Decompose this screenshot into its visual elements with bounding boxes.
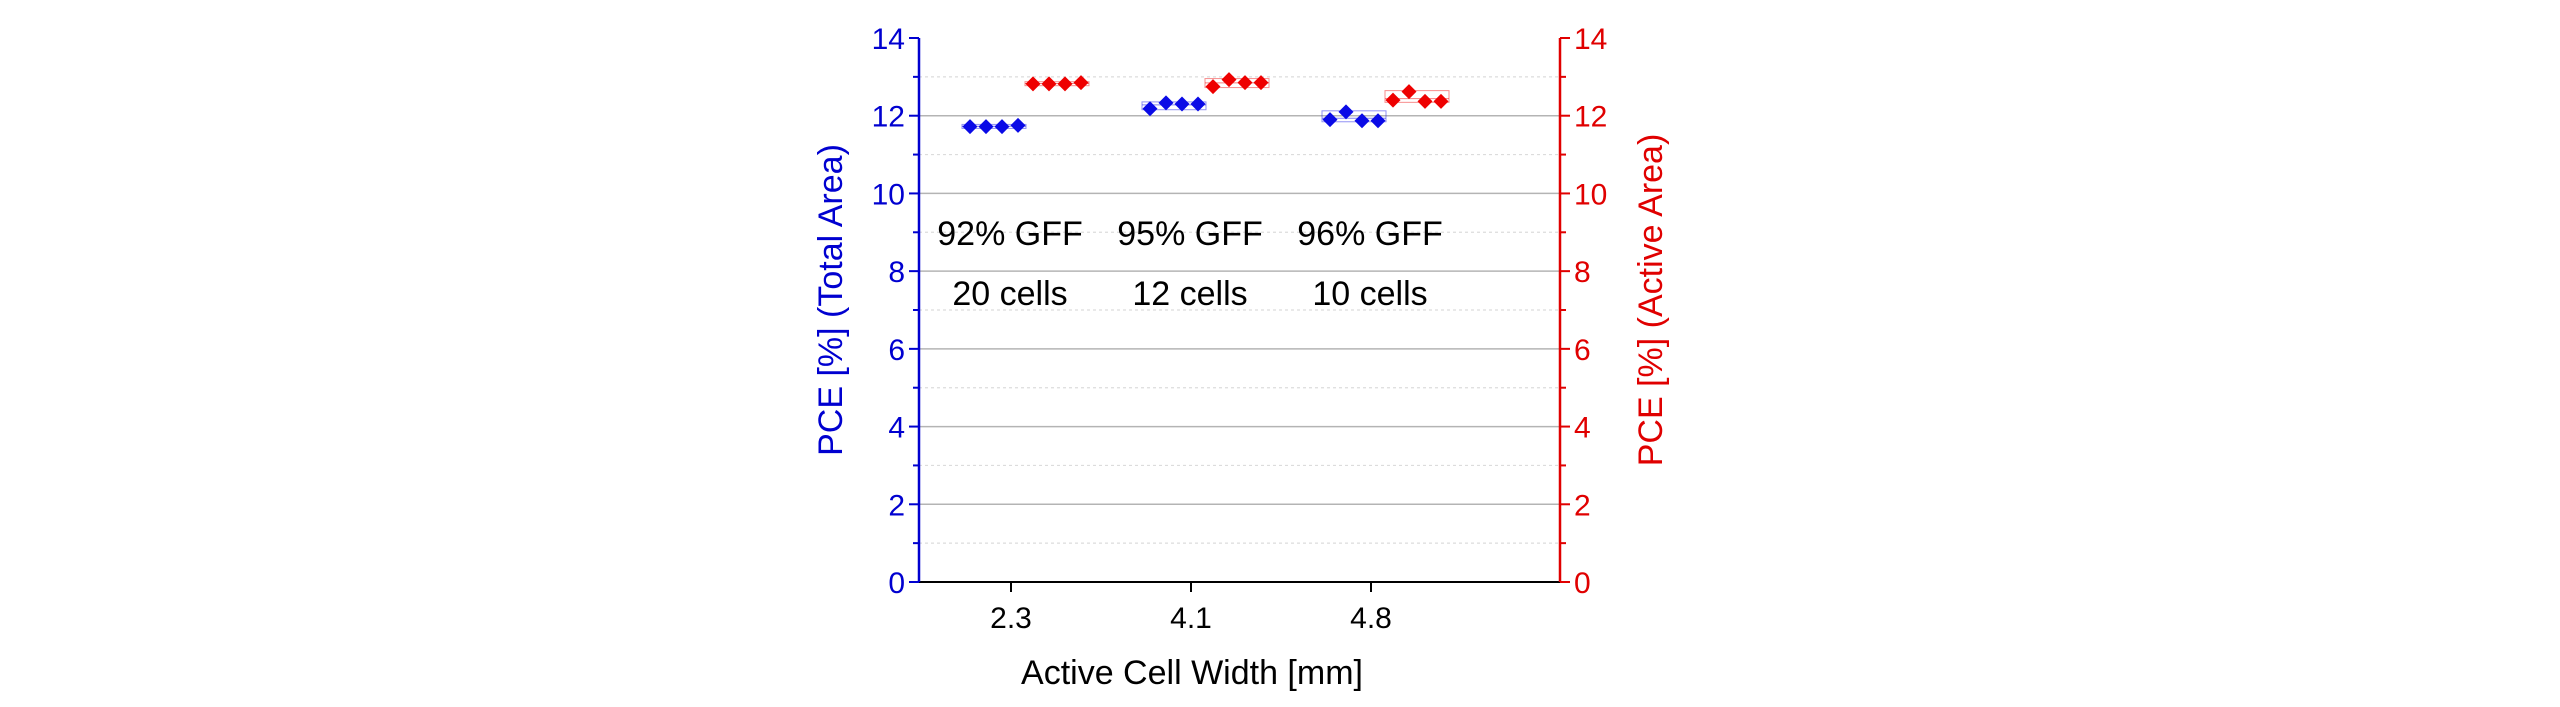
data-point-active-area xyxy=(1237,75,1253,91)
y-axis-left-title: PCE [%] (Total Area) xyxy=(812,144,850,456)
data-point-total-area xyxy=(978,119,994,135)
data-point-active-area xyxy=(1025,76,1041,92)
data-point-active-area xyxy=(1401,84,1417,100)
axes: 0 2 4 6 8 10 12 14 0 2 4 6 8 10 12 14 2.3 4.1 4.8 xyxy=(872,23,1608,635)
y-axis-right-title: PCE [%] (Active Area) xyxy=(1632,134,1670,467)
data-point-active-area xyxy=(1385,92,1401,108)
y-tick-label-right: 10 xyxy=(1574,178,1607,211)
data-point-active-area xyxy=(1057,76,1073,92)
data-point-total-area xyxy=(1158,95,1174,111)
annotation-label: 12 cells xyxy=(1132,275,1247,313)
data-point-active-area xyxy=(1253,75,1269,91)
y-tick-label-right: 12 xyxy=(1574,101,1607,134)
data-point-active-area xyxy=(1433,93,1449,109)
box-plot xyxy=(1384,90,1450,103)
annotation-label: 10 cells xyxy=(1312,275,1427,313)
y-tick-label-right: 6 xyxy=(1574,334,1591,367)
data-point-active-area xyxy=(1073,75,1089,91)
y-tick-label-right: 14 xyxy=(1574,23,1607,56)
data-point-total-area xyxy=(1370,113,1386,129)
annotations: 92% GFF 20 cells 95% GFF 12 cells 96% GFF 10 … xyxy=(937,215,1442,313)
y-tick-label-left: 6 xyxy=(888,334,905,367)
y-tick-label-right: 0 xyxy=(1574,567,1591,600)
x-tick-label: 4.1 xyxy=(1170,602,1212,635)
y-tick-label-right: 8 xyxy=(1574,256,1591,289)
annotation-label: 20 cells xyxy=(952,275,1067,313)
data-point-total-area xyxy=(1010,117,1026,133)
data-point-total-area xyxy=(962,119,978,135)
annotation-label: 95% GFF xyxy=(1117,215,1262,253)
data-point-active-area xyxy=(1205,79,1221,95)
x-tick-label: 2.3 xyxy=(990,602,1032,635)
y-tick-label-left: 4 xyxy=(888,412,905,445)
data-point-total-area xyxy=(1338,104,1354,120)
y-tick-label-left: 2 xyxy=(888,489,905,522)
annotation-label: 96% GFF xyxy=(1297,215,1442,253)
y-tick-label-left: 0 xyxy=(888,567,905,600)
gridlines xyxy=(919,76,1560,544)
y-tick-label-left: 10 xyxy=(872,178,905,211)
data-point-total-area xyxy=(994,119,1010,135)
annotation-label: 92% GFF xyxy=(937,215,1082,253)
y-tick-label-right: 2 xyxy=(1574,489,1591,522)
y-tick-label-left: 8 xyxy=(888,256,905,289)
data-point-active-area xyxy=(1221,72,1237,88)
data-points xyxy=(962,72,1449,135)
data-point-active-area xyxy=(1041,76,1057,92)
data-point-total-area xyxy=(1322,112,1338,128)
box-plot xyxy=(1321,110,1387,123)
y-tick-label-left: 12 xyxy=(872,101,905,134)
y-tick-label-left: 14 xyxy=(872,23,905,56)
data-point-total-area xyxy=(1190,96,1206,112)
data-point-total-area xyxy=(1142,101,1158,117)
x-axis-title: Active Cell Width [mm] xyxy=(1021,654,1363,692)
x-tick-label: 4.8 xyxy=(1350,602,1392,635)
y-tick-label-right: 4 xyxy=(1574,412,1591,445)
data-point-active-area xyxy=(1417,93,1433,109)
data-point-total-area xyxy=(1354,113,1370,129)
box-plot xyxy=(1141,101,1207,111)
data-point-total-area xyxy=(1174,96,1190,112)
